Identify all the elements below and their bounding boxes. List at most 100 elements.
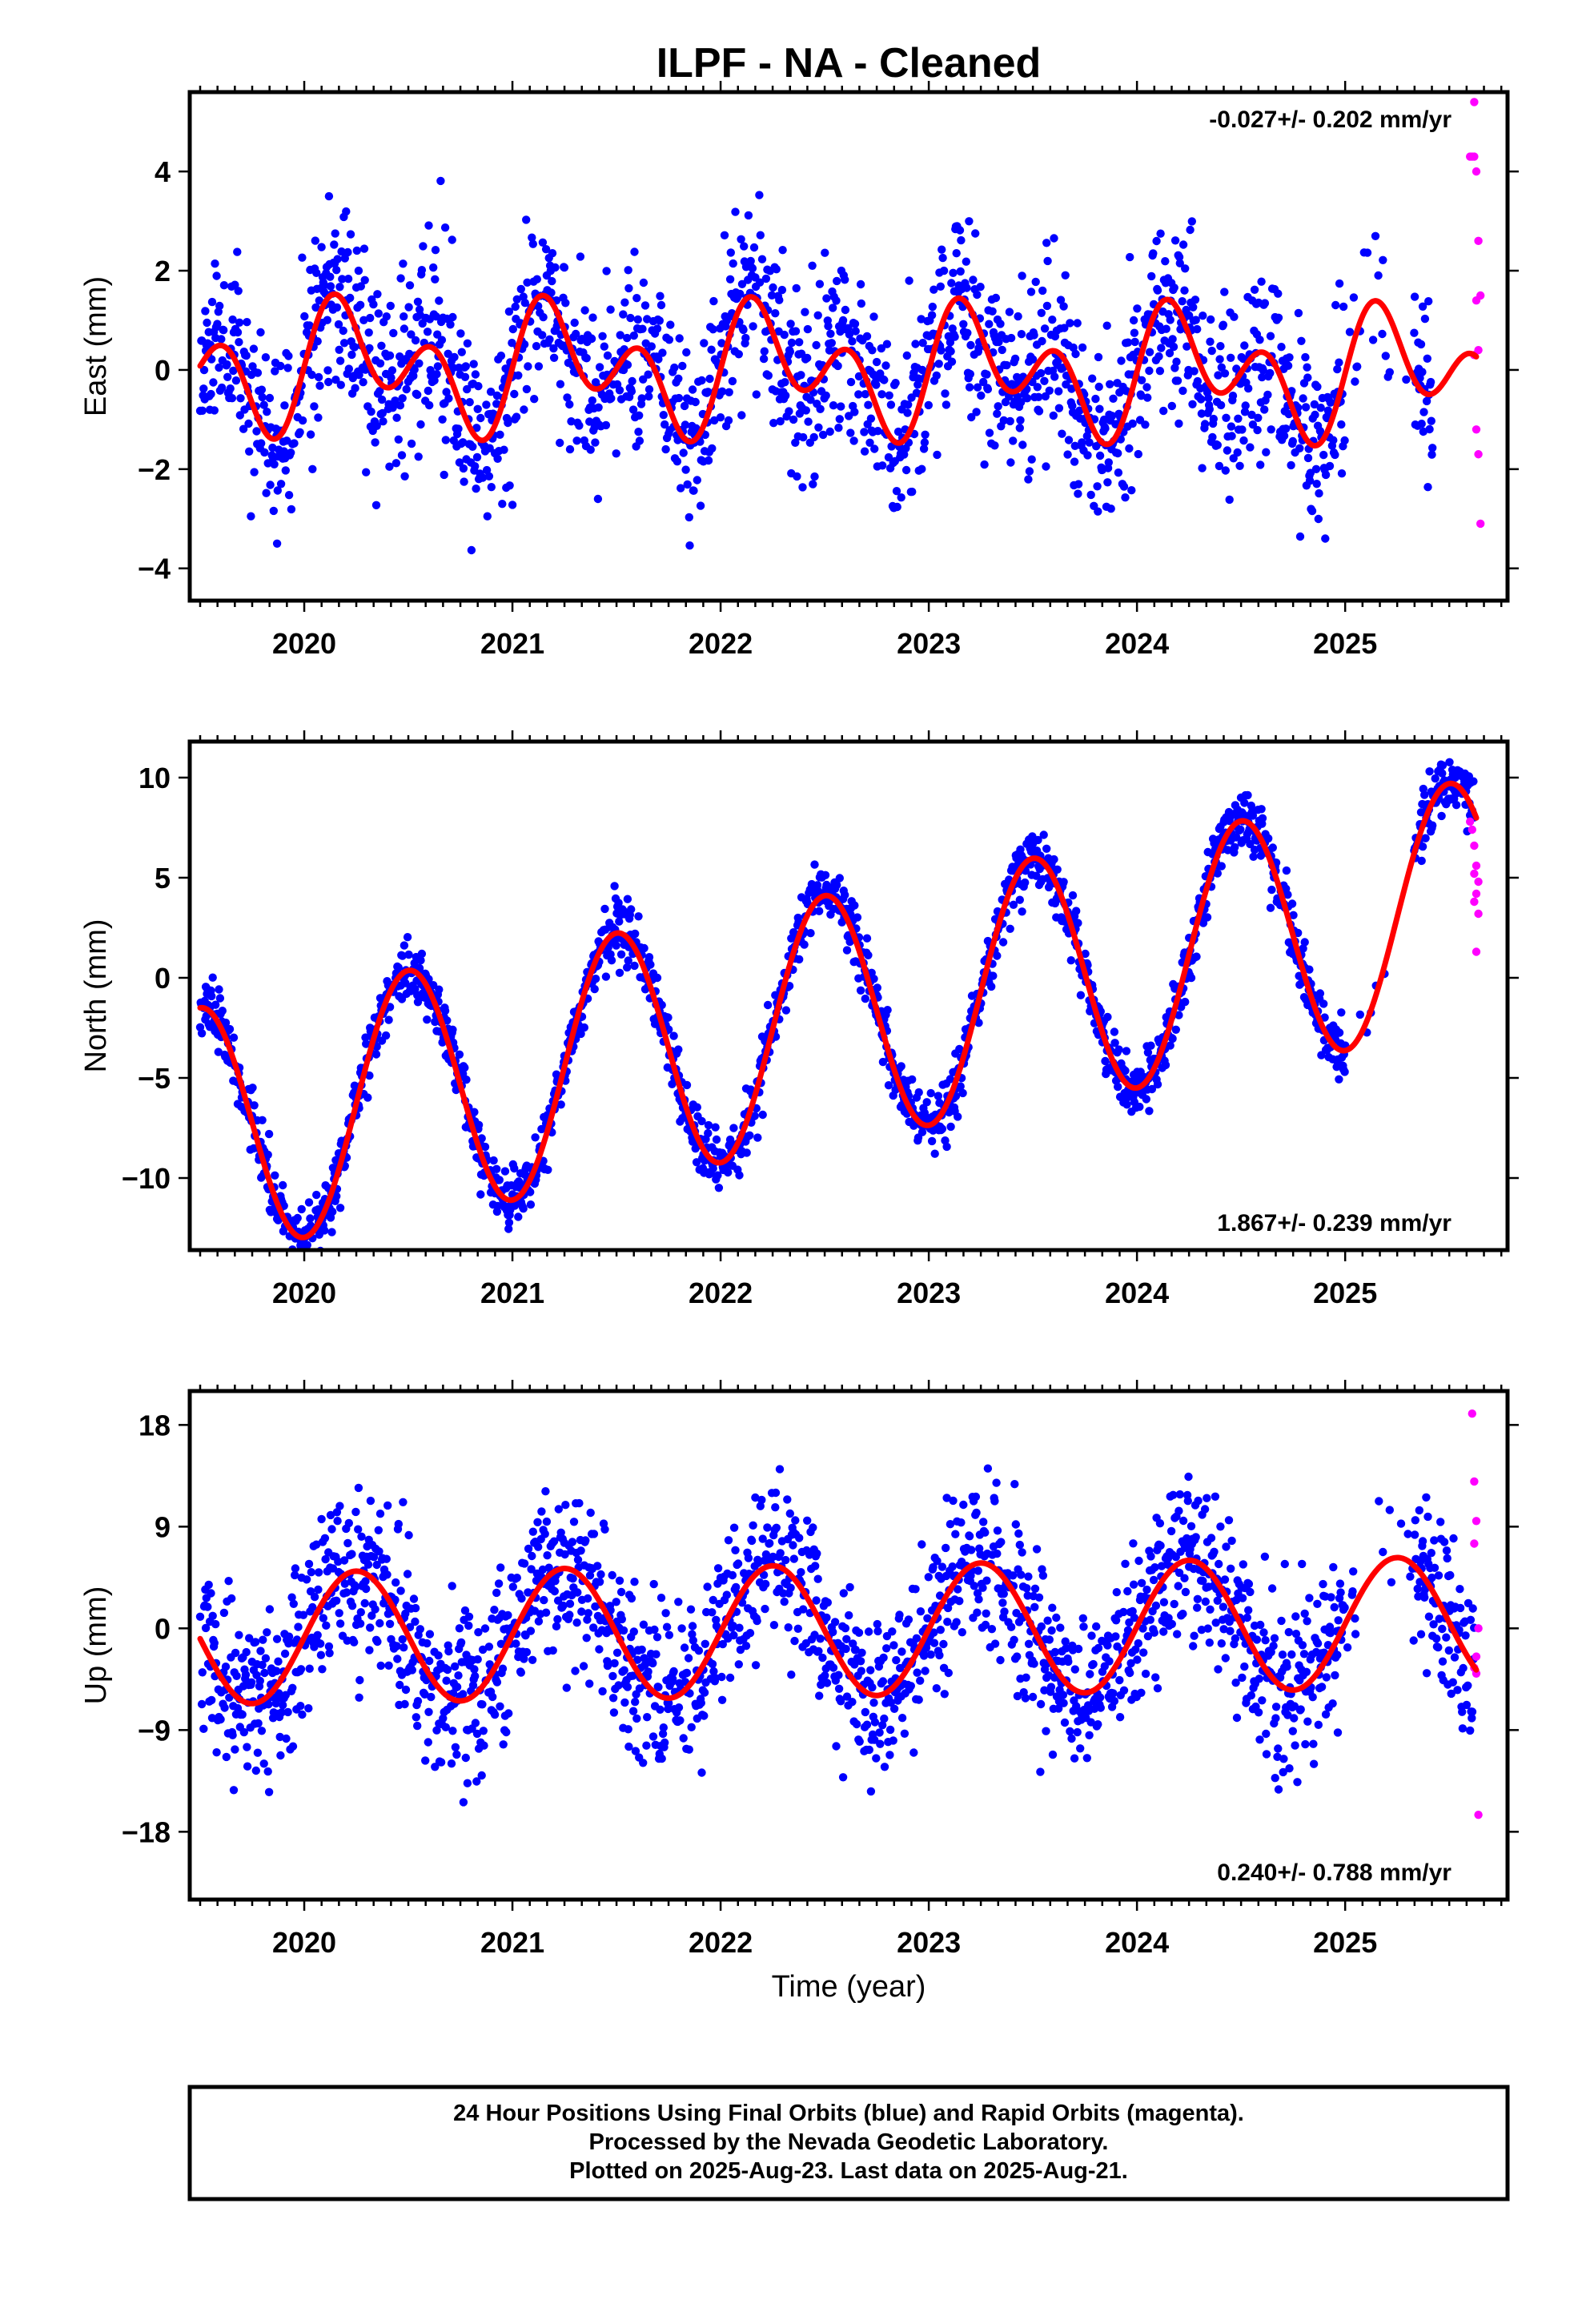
north-final-point-1410 [1103,1012,1112,1022]
east-final-point-1237 [1005,308,1014,316]
east-final-point-966 [824,322,833,331]
north-final-point-1020 [861,994,870,1003]
up-final-point-520 [526,1626,536,1635]
east-final-point-1013 [856,279,865,289]
north-final-point-140 [293,1213,302,1223]
east-final-point-1273 [1027,455,1036,464]
east-final-point-1431 [1130,337,1139,347]
up-final-point-1248 [998,1598,1007,1607]
east-final-point-1681 [1297,336,1306,345]
up-final-point-623 [589,1530,599,1538]
up-final-point-1245 [997,1538,1006,1546]
up-final-point-687 [628,1671,637,1680]
east-final-point-777 [700,339,709,348]
north-final-point-18 [207,991,216,1001]
east-final-point-257 [360,275,369,284]
east-final-point-949 [812,340,821,350]
north-final-point-602 [590,984,599,994]
east-final-point-397 [450,352,459,362]
east-final-point-1493 [1170,236,1180,245]
east-final-point-581 [570,318,579,328]
up-final-point-55 [232,1671,241,1680]
up-final-point-16 [207,1695,216,1705]
up-final-point-1154 [936,1626,946,1634]
east-final-point-943 [808,261,817,270]
east-final-point-276 [372,421,381,430]
up-final-point-668 [617,1614,626,1624]
east-final-point-306 [392,413,401,422]
north-final-point-1591 [1217,862,1227,870]
east-final-point-1173 [962,257,971,266]
north-rapid-point-5 [1474,877,1483,887]
up-final-point-486 [504,1709,513,1718]
up-final-point-90 [253,1748,263,1757]
east-final-point-472 [500,445,508,454]
up-final-point-396 [447,1759,456,1768]
east-final-point-250 [356,282,365,291]
east-final-point-1468 [1155,367,1165,376]
east-final-point-1408 [1117,356,1126,365]
north-final-point-29 [215,985,223,994]
north-final-point-1815 [1428,821,1437,830]
up-final-point-204 [326,1510,335,1520]
north-final-point-1613 [1231,842,1239,852]
north-final-point-955 [821,870,830,880]
east-final-point-375 [437,336,447,344]
up-final-point-365 [425,1630,435,1638]
up-final-point-651 [608,1570,616,1580]
east-final-point-328 [407,330,416,339]
east-final-point-481 [505,481,514,490]
east-final-point-773 [697,376,706,385]
up-final-point-103 [261,1654,271,1663]
east-final-point-63 [236,394,245,403]
north-final-point-810 [724,1168,733,1177]
east-final-point-1628 [1260,405,1269,414]
east-final-point-418 [463,339,472,348]
north-ytick-label-3: 5 [155,862,171,895]
east-final-point-1568 [1220,287,1229,296]
east-final-point-1238 [1006,416,1014,426]
north-final-point-1802 [1420,790,1429,799]
east-final-point-668 [627,387,636,396]
north-final-point-1109 [914,1088,923,1097]
up-final-point-965 [813,1549,821,1558]
east-final-point-1495 [1172,357,1181,366]
east-final-point-41 [223,372,232,381]
up-final-point-798 [700,1711,709,1720]
up-final-point-1083 [889,1704,899,1713]
east-final-point-1539 [1199,312,1207,320]
north-final-point-1707 [1294,928,1303,938]
east-final-point-1119 [927,311,937,320]
up-final-point-870 [749,1521,757,1530]
east-final-point-911 [787,338,797,348]
north-final-point-181 [320,1226,329,1235]
east-final-point-138 [287,505,296,514]
up-final-point-1178 [952,1618,961,1626]
east-plot-area [195,98,1485,555]
up-final-point-272 [367,1611,376,1620]
east-final-point-1255 [1016,416,1025,424]
up-final-point-1028 [854,1628,864,1638]
east-final-point-466 [496,430,504,439]
up-final-point-461 [490,1606,499,1614]
north-frame [187,739,1510,1252]
east-final-point-1621 [1256,460,1265,469]
east-final-point-906 [785,407,793,416]
east-final-point-1202 [982,370,991,379]
east-final-point-931 [801,308,809,316]
east-final-point-558 [556,438,564,448]
up-final-point-423 [463,1779,472,1787]
up-final-point-616 [585,1679,594,1688]
north-final-point-1173 [956,1082,965,1091]
east-final-point-573 [565,400,574,409]
east-final-point-997 [845,330,854,339]
east-final-point-1394 [1107,412,1117,420]
east-final-point-310 [396,352,404,361]
up-final-point-1121 [916,1607,926,1616]
east-final-point-150 [295,428,304,436]
up-final-point-287 [376,1661,385,1671]
east-final-point-1366 [1091,394,1100,404]
up-final-point-614 [584,1609,592,1618]
up-final-point-1057 [873,1626,882,1636]
north-final-point-1775 [1337,1008,1346,1017]
